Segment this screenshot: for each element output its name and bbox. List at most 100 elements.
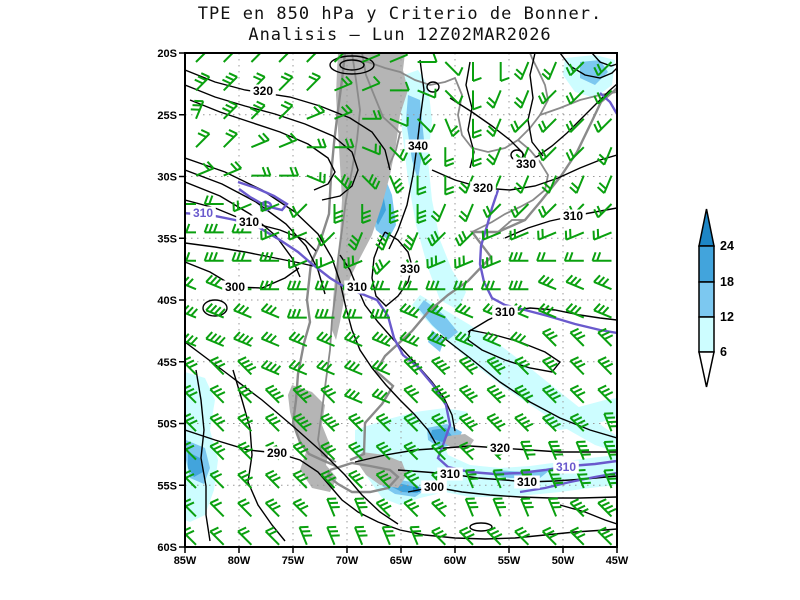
barb-feather — [417, 214, 427, 220]
barb-staff — [278, 139, 298, 149]
barb-feather — [537, 152, 544, 162]
barb-feather — [244, 362, 254, 369]
barb-feather — [296, 444, 306, 451]
bonner-contour — [237, 180, 289, 212]
wind-barb — [536, 252, 557, 262]
barb-feather — [565, 66, 572, 76]
wind-barb — [209, 356, 226, 376]
barb-feather — [485, 205, 492, 215]
barb-feather — [330, 422, 340, 429]
barb-staff — [306, 53, 318, 63]
wind-barb — [509, 228, 529, 241]
wind-barb — [514, 384, 534, 404]
wind-barb — [431, 356, 451, 376]
barb-staff — [278, 53, 290, 63]
colorbar-segment — [698, 245, 715, 283]
barb-feather — [598, 182, 607, 190]
barb-feather — [565, 152, 572, 162]
barb-feather — [458, 186, 467, 194]
barb-feather — [457, 66, 464, 76]
barb-feather — [376, 469, 386, 476]
wind-barb — [472, 62, 482, 82]
barb-feather — [454, 237, 461, 247]
wind-barb — [603, 412, 617, 432]
barb-feather — [458, 234, 464, 244]
wind-barb — [565, 274, 585, 291]
barb-feather — [406, 387, 416, 394]
colorbar-segment — [698, 281, 715, 318]
barb-feather — [508, 252, 514, 262]
barb-feather — [563, 252, 569, 262]
barb-feather — [257, 134, 266, 143]
wind-barb — [486, 356, 506, 376]
barb-feather — [375, 389, 384, 398]
wind-barb — [416, 118, 436, 133]
barb-feather — [376, 413, 386, 419]
barb-feather — [323, 444, 333, 451]
barb-feather — [209, 498, 219, 504]
barb-feather — [569, 526, 579, 533]
barb-staff — [334, 110, 353, 120]
barb-feather — [546, 278, 554, 287]
shaded-region-6 — [545, 398, 617, 430]
barb-feather — [472, 157, 482, 163]
lat-tick-label: 35S — [157, 233, 177, 245]
barb-feather — [600, 529, 610, 536]
contour-label-halo — [236, 215, 262, 229]
barb-feather — [283, 100, 293, 107]
barb-feather — [292, 469, 302, 476]
wind-barb — [603, 440, 617, 460]
barb-feather — [493, 391, 503, 397]
barb-feather — [297, 363, 305, 372]
wind-barb — [203, 252, 224, 262]
tpe-contour-closed — [426, 81, 440, 93]
wind-barb — [371, 359, 391, 376]
barb-feather — [441, 394, 451, 401]
wind-barb — [388, 175, 405, 194]
wind-barb — [499, 62, 510, 82]
wind-barb — [514, 356, 531, 376]
wind-barb — [444, 118, 460, 138]
barb-feather — [521, 362, 531, 369]
bonner-contour — [599, 92, 617, 115]
wind-barb — [279, 166, 300, 177]
barb-feather — [486, 384, 496, 391]
barb-feather — [514, 526, 524, 533]
barb-feather — [177, 252, 180, 260]
barb-feather — [597, 384, 607, 391]
tpe-contour — [449, 83, 617, 163]
wind-barb — [369, 308, 390, 319]
barb-staff — [575, 175, 585, 194]
barb-feather — [576, 334, 586, 340]
barb-feather — [371, 177, 378, 187]
wind-barb — [397, 280, 418, 291]
barb-feather — [434, 416, 444, 422]
wind-barb — [596, 175, 613, 194]
barb-feather — [337, 48, 345, 52]
barb-feather — [380, 363, 388, 372]
barb-feather — [209, 441, 219, 448]
barb-feather — [437, 504, 447, 511]
barb-feather — [541, 120, 547, 130]
wind-barb — [237, 498, 253, 518]
tpe-contour-closed — [202, 299, 228, 317]
barb-feather — [394, 182, 403, 190]
barb-feather — [465, 391, 475, 397]
barb-feather — [376, 498, 386, 504]
wind-barb — [326, 497, 340, 517]
barb-feather — [317, 138, 323, 148]
barb-feather — [437, 419, 447, 426]
barb-feather — [234, 161, 242, 170]
barb-feather — [377, 110, 383, 120]
barb-feather — [212, 252, 218, 262]
wind-barb — [431, 498, 447, 518]
wind-barb — [315, 257, 335, 269]
barb-feather — [569, 186, 578, 194]
barb-feather — [521, 533, 531, 539]
wind-barb — [292, 469, 309, 489]
wind-barb — [389, 81, 410, 92]
wind-barb — [541, 175, 558, 194]
barb-feather — [256, 72, 266, 78]
barb-feather — [435, 334, 444, 343]
wind-barb — [416, 175, 427, 196]
